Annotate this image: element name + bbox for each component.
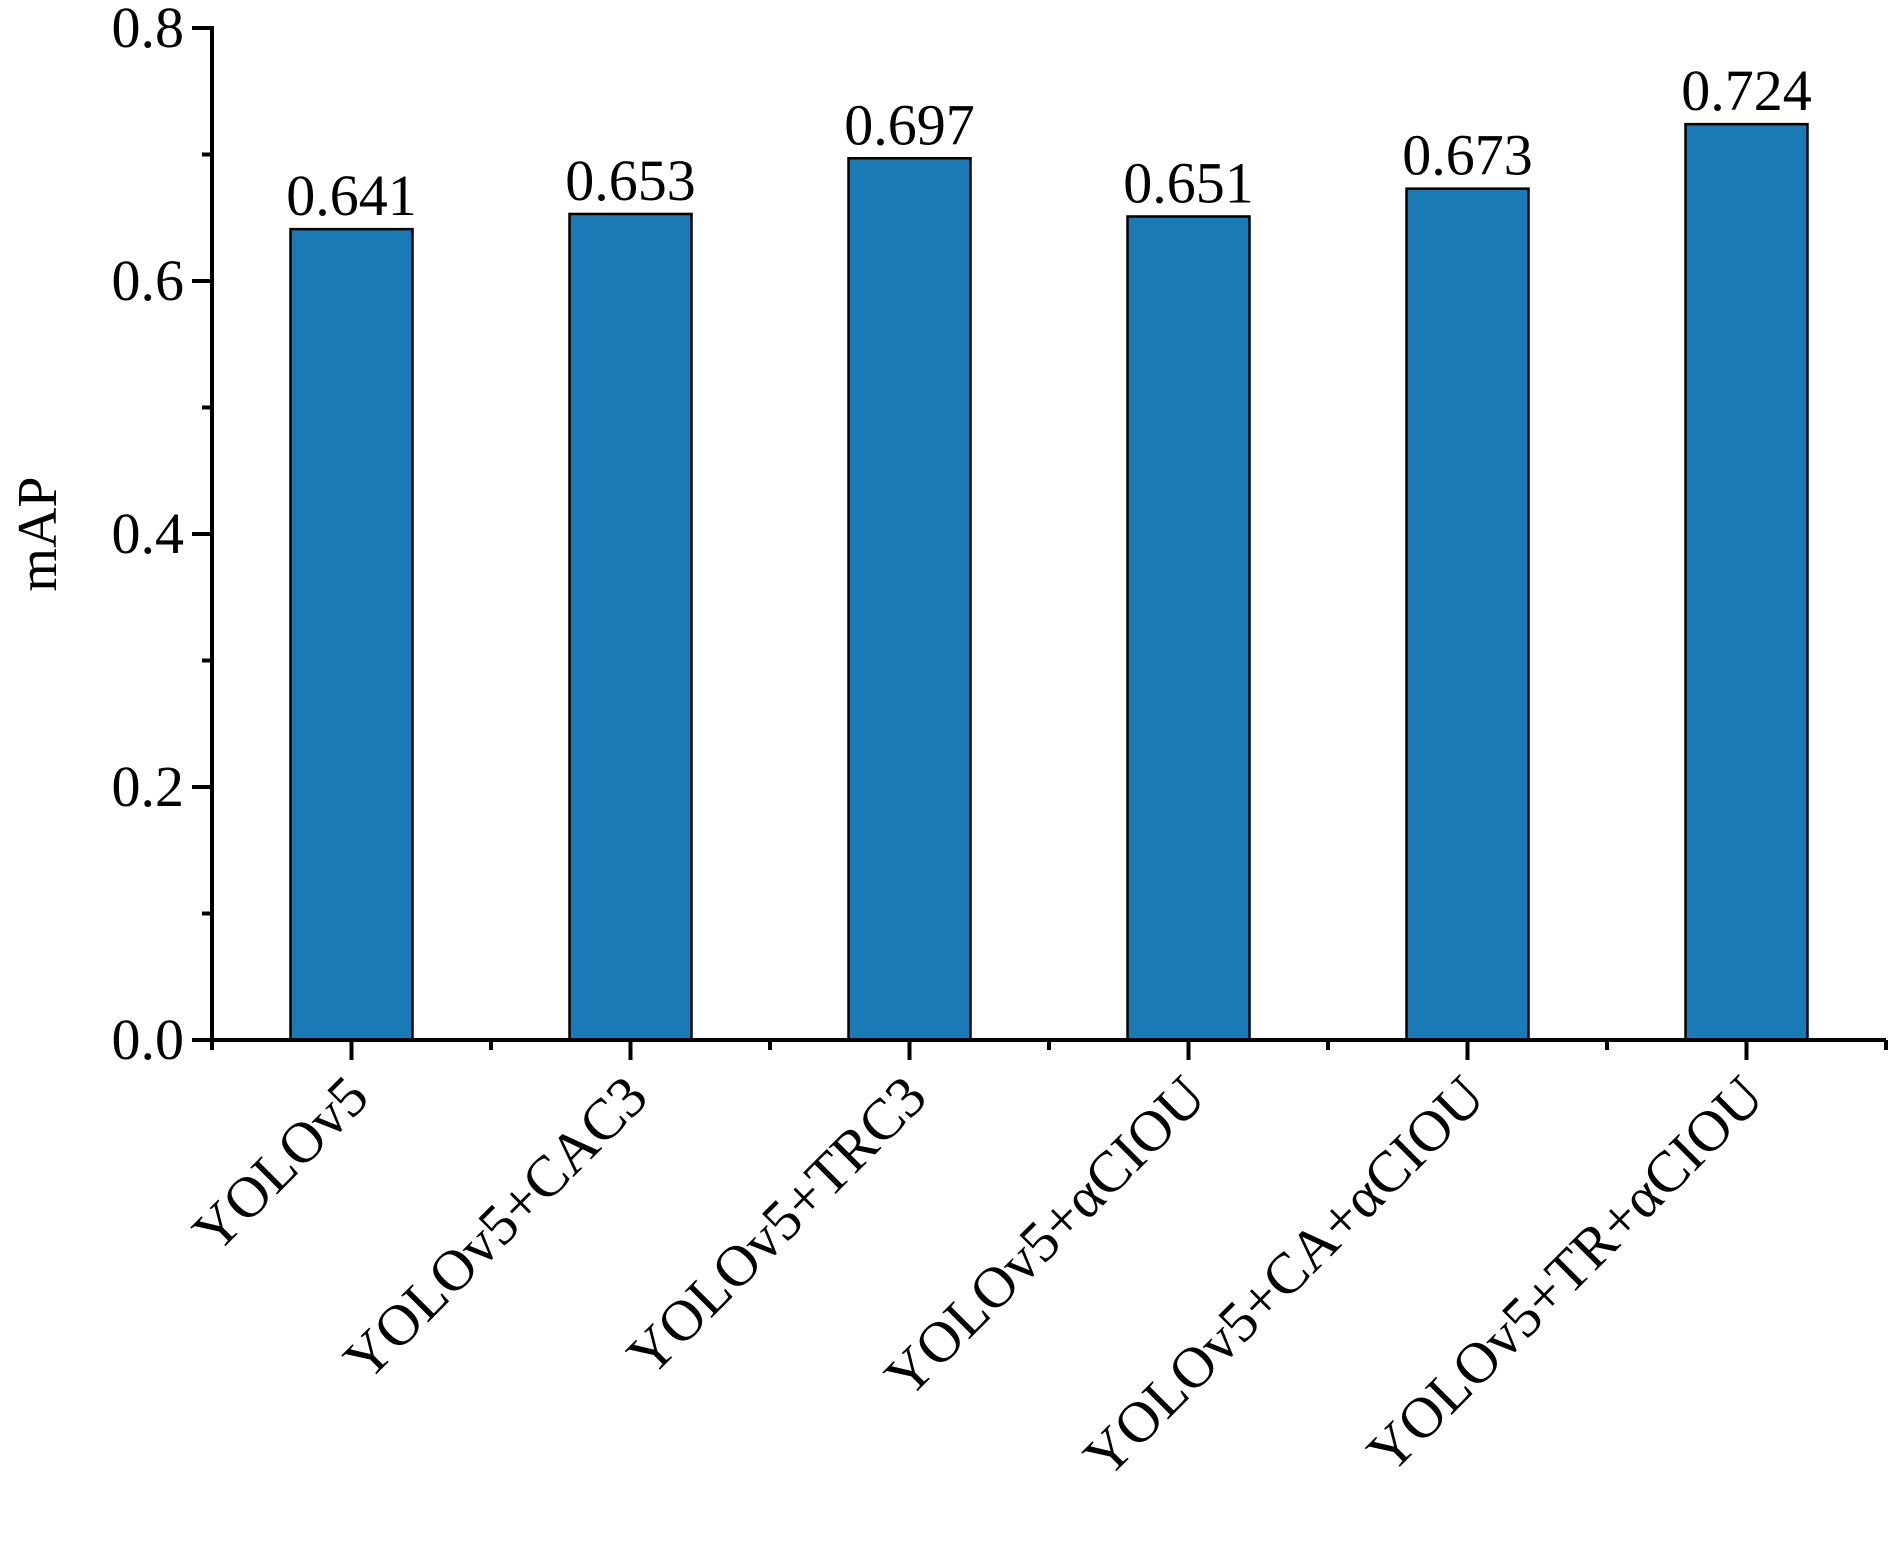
x-tick-label: YOLOv5+CAC3	[331, 1063, 660, 1392]
bars-group	[289, 122, 1809, 1042]
bar-value-label: 0.653	[565, 148, 696, 213]
bar-value-label: 0.641	[286, 163, 417, 228]
y-tick-label: 0.2	[112, 754, 185, 819]
y-axis: 0.0 0.2 0.4 0.6 0.8	[112, 0, 214, 1072]
bar	[1684, 122, 1809, 1042]
y-tick-label: 0.6	[112, 248, 185, 313]
bar-value-label: 0.697	[844, 92, 975, 157]
y-axis-label: mAP	[7, 476, 69, 591]
y-tick-label: 0.0	[112, 1007, 185, 1072]
bar-value-label: 0.651	[1123, 150, 1254, 215]
bar	[568, 212, 693, 1042]
bar	[289, 227, 414, 1042]
bar-value-label: 0.724	[1681, 58, 1812, 123]
x-tick-label: YOLOv5+TRC3	[614, 1063, 938, 1387]
y-axis-title: mAP	[7, 476, 69, 591]
x-tick-label: YOLOv5	[180, 1063, 381, 1264]
x-axis	[192, 1038, 1888, 1060]
bar	[847, 157, 972, 1042]
bar	[1126, 215, 1251, 1042]
data-labels-group: 0.641 0.653 0.697 0.651 0.673 0.724	[286, 58, 1812, 228]
x-tick-labels: YOLOv5YOLOv5+CAC3YOLOv5+TRC3YOLOv5+αCIOU…	[180, 1063, 1776, 1489]
bar-value-label: 0.673	[1402, 123, 1533, 188]
y-tick-label: 0.8	[112, 0, 185, 60]
y-tick-label: 0.4	[112, 501, 185, 566]
bar	[1405, 187, 1530, 1042]
